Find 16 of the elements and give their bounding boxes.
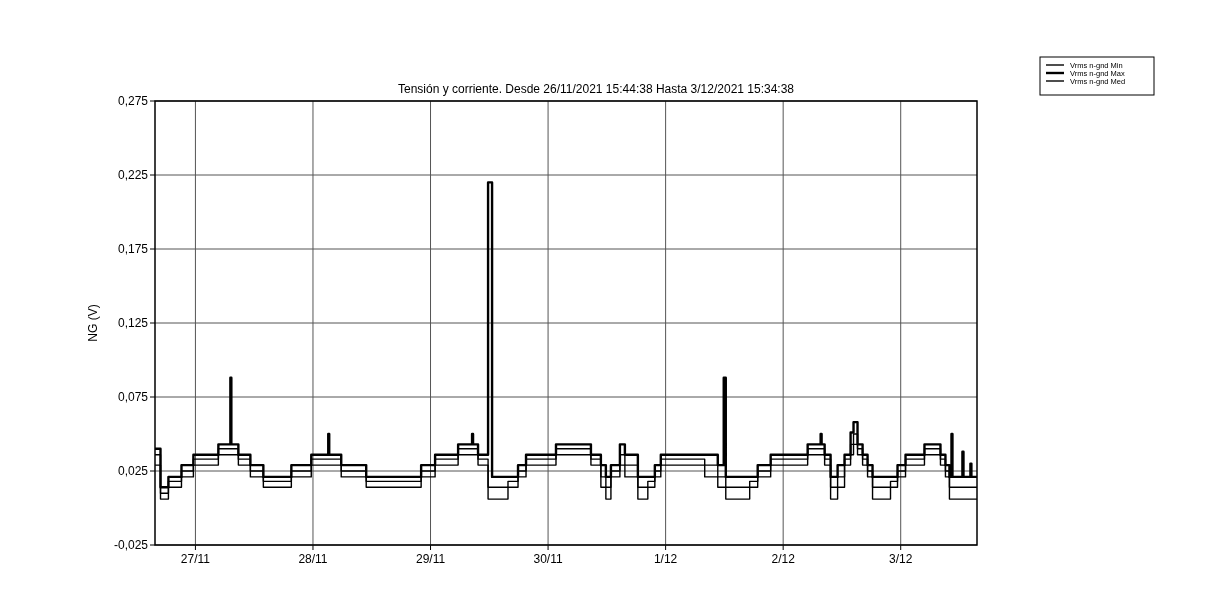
y-axis-title: NG (V) (86, 304, 100, 342)
x-tick-label: 1/12 (653, 552, 678, 566)
x-tick-label: 28/11 (298, 552, 328, 566)
y-tick-label: 0,225 (117, 168, 149, 182)
x-tick-label: 27/11 (180, 552, 211, 566)
y-tick-label: 0,175 (117, 242, 149, 256)
x-tick-label: 29/11 (415, 552, 446, 566)
x-tick-label: 2/12 (771, 552, 796, 566)
x-tick-label: 30/11 (533, 552, 563, 566)
y-tick-label: 0,125 (117, 316, 149, 330)
y-tick-label: -0,025 (113, 538, 149, 552)
y-tick-label: 0,275 (117, 94, 149, 108)
x-tick-label: 3/12 (889, 552, 913, 566)
chart-title: Tensión y corriente. Desde 26/11/2021 15:44:38 Hasta 3/12/2021 15:34:38 (397, 82, 795, 96)
y-tick-label: 0,025 (117, 464, 149, 478)
y-tick-label: 0,075 (117, 390, 149, 404)
